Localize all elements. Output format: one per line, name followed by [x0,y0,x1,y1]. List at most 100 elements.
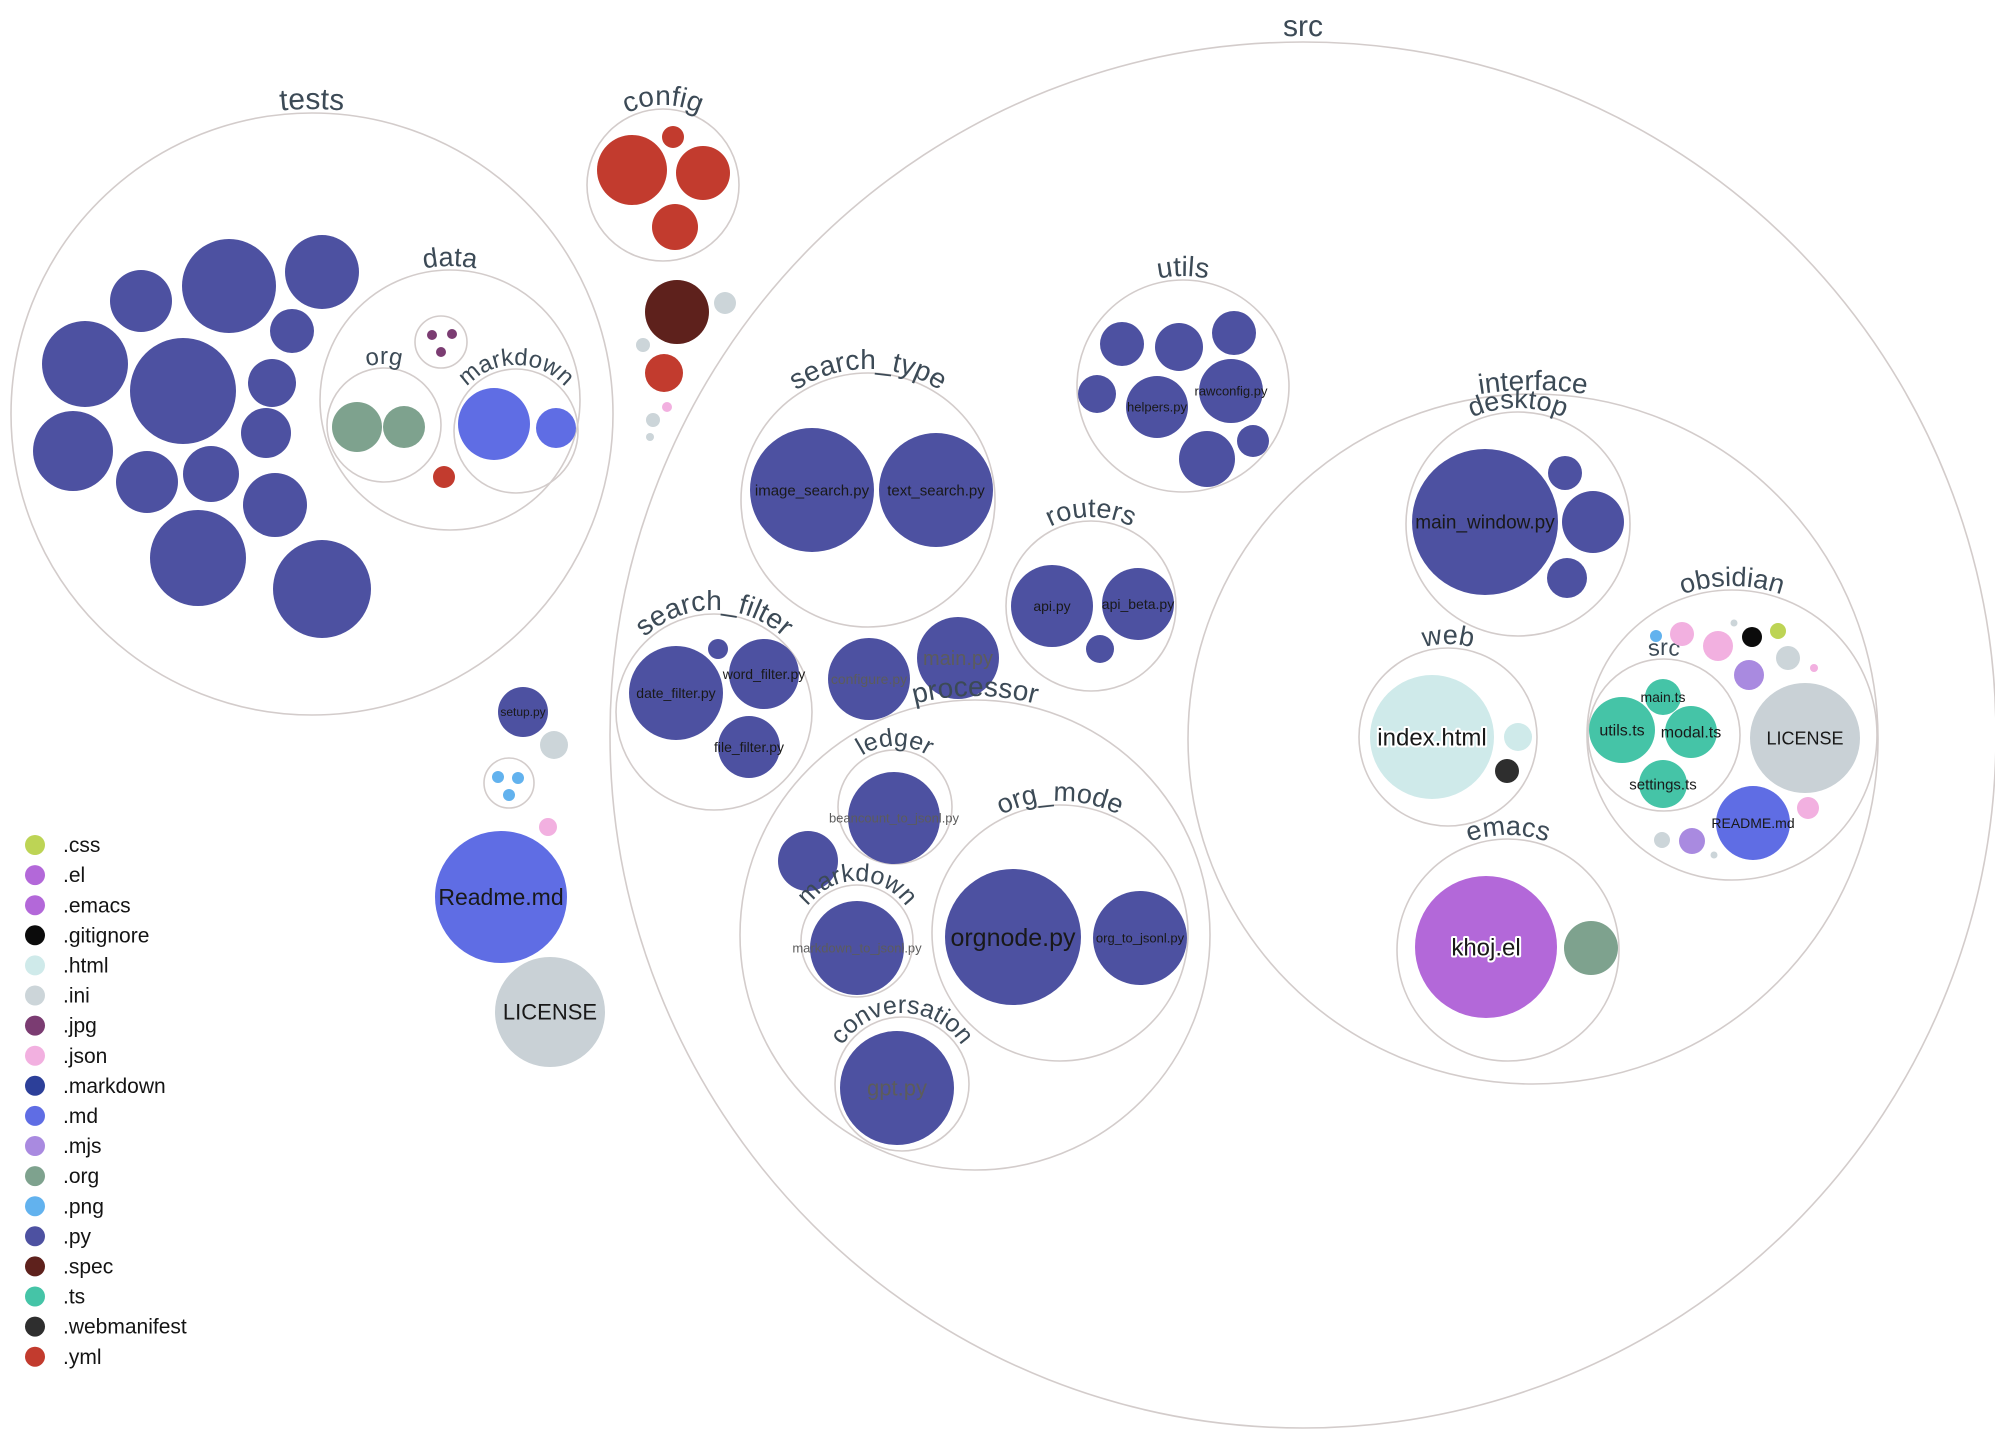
file-circle-py [1237,425,1269,457]
legend-item-emacs: .emacs [25,894,131,917]
file-label-date_filter.py: date_filter.py [636,685,715,701]
legend-swatch-webmanifest [25,1316,45,1337]
legend-swatch-jpg [25,1015,45,1036]
file-circle-json [1703,631,1733,661]
legend-swatch-py [25,1226,45,1247]
legend-swatch-md [25,1105,45,1126]
legend-label-gitignore: .gitignore [63,924,149,947]
file-circle-main.ts [1645,679,1681,715]
file-circle-yml [652,204,698,250]
folder-label-processor: processor [909,671,1042,710]
folder-circle-org [326,367,442,483]
folder-label-web: web [1419,620,1477,653]
file-circle-org [383,406,425,448]
folder-circle-tests [10,112,614,716]
folder-label-interface: interface [1476,365,1590,400]
folder-label-tests: tests [278,83,346,118]
folder-label-org_mode: org_mode [992,777,1128,820]
legend-label-json: .json [63,1045,107,1068]
folder-label-org: org [363,343,405,372]
folder-label-emacs: emacs [1462,811,1554,848]
file-circle-orgnode.py [945,869,1081,1005]
legend-label-png: .png [63,1195,104,1218]
file-label-image_search.py: image_search.py [755,482,870,499]
file-circle-ini [1730,619,1738,627]
legend-label-ini: .ini [63,985,90,1008]
file-circle-settings.ts [1639,760,1687,808]
chart-layer: org markdown data tests config setup.py Readme… [10,10,1995,1429]
file-circle-word_filter.py [729,639,799,709]
legend-label-py: .py [63,1225,92,1248]
legend-swatch-html [25,955,45,976]
folder-circle-emacs [1396,838,1620,1062]
folder-circle-markdown [453,368,579,494]
file-circle-spec [645,280,709,344]
file-circle-mjs [1734,660,1764,690]
file-label-markdown_to_jsonl.py: markdown_to_jsonl.py [792,941,922,956]
file-circle-ini [646,433,654,441]
legend-label-md: .md [63,1105,98,1128]
file-circle-setup.py [498,687,548,737]
file-circle-json [1797,797,1819,819]
folder-label-src: src [1283,10,1324,43]
legend-item-spec: .spec [25,1256,113,1279]
legend-item-png: .png [25,1195,104,1218]
file-label-orgnode.py: orgnode.py [950,924,1076,952]
legend-swatch-gitignore [25,925,45,946]
file-circle-md [536,408,576,448]
legend-label-html: .html [63,955,109,978]
legend-swatch-spec [25,1256,45,1277]
legend-item-ini: .ini [25,985,90,1008]
file-label-api_beta.py: api_beta.py [1102,596,1174,612]
legend-item-el: .el [25,864,85,887]
legend-item-html: .html [25,955,109,978]
file-circle-org [332,402,382,452]
file-circle-png [512,772,524,784]
folder-circle-processor [739,699,1211,1171]
file-label-text_search.py: text_search.py [887,482,985,499]
file-circle-jpg [427,330,437,340]
file-circle-org [1564,921,1618,975]
file-circle-ini [1654,832,1670,848]
file-label-beancount_to_jsonl.py: beancount_to_jsonl.py [829,811,960,826]
file-circle-py [1155,323,1203,371]
folder-label-utils: utils [1154,251,1211,285]
file-circle-css [1770,623,1786,639]
file-circle-yml [645,354,683,392]
file-circle-ini [646,413,660,427]
file-circle-ini [1776,646,1800,670]
file-circle-gpt.py [840,1031,954,1145]
file-circle-json [1670,622,1694,646]
folder-label-search_type: search_type [783,344,952,396]
file-circle-yml [433,466,455,488]
legend-label-mjs: .mjs [63,1135,102,1158]
file-circle-text_search.py [879,433,993,547]
folder-label-markdown: markdown [453,344,580,391]
folder-circle-src [609,41,1995,1429]
legend-swatch-el [25,865,45,886]
file-label-main.ts: main.ts [1640,689,1685,705]
file-label-main_window.py: main_window.py [1415,513,1555,534]
legend-swatch-ini [25,985,45,1006]
file-circle-ini [636,338,650,352]
folder-circle-desktop [1405,411,1631,637]
legend-swatch-ts [25,1286,45,1307]
file-label-api.py: api.py [1033,598,1070,614]
legend-label-yml: .yml [63,1346,102,1369]
file-circle-py [150,510,246,606]
file-label-LICENSE: LICENSE [503,1000,597,1025]
file-circle-api.py [1011,565,1093,647]
legend-item-ts: .ts [25,1286,85,1309]
file-circle-json [662,402,672,412]
legend-label-emacs: .emacs [63,894,131,917]
file-circle-helpers.py [1126,376,1188,438]
file-circle-mjs [1679,828,1705,854]
legend-item-json: .json [25,1045,107,1068]
legend-swatch-css [25,835,45,855]
file-circle-yml [662,126,684,148]
legend-item-py: .py [25,1225,92,1248]
file-circle-LICENSE [1750,683,1860,793]
file-circle-py [1547,558,1587,598]
legend-label-webmanifest: .webmanifest [63,1316,187,1339]
folder-circle-conversation [834,1016,970,1152]
